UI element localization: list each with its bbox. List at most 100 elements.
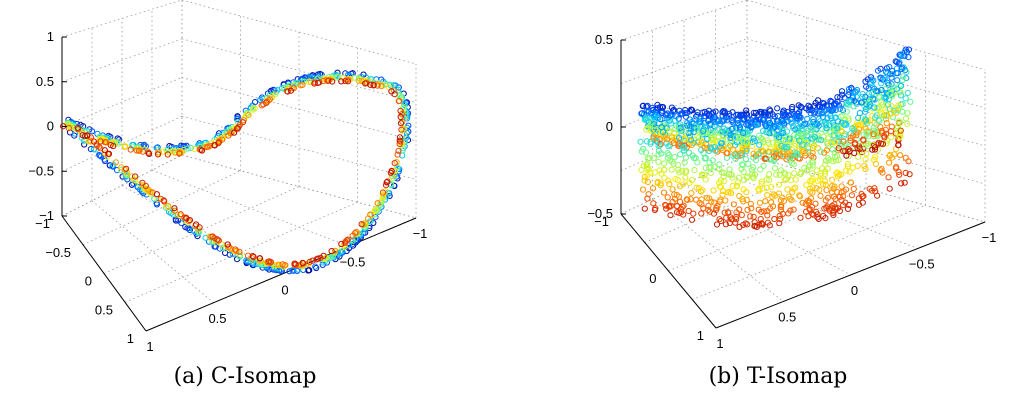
data-point xyxy=(876,94,883,101)
data-point xyxy=(817,192,824,199)
data-point xyxy=(748,123,755,130)
data-point xyxy=(801,135,808,142)
data-point xyxy=(750,173,757,180)
data-point xyxy=(819,126,826,133)
data-point xyxy=(225,132,232,139)
data-point xyxy=(836,207,844,215)
data-point xyxy=(860,136,867,143)
data-point xyxy=(672,113,680,120)
data-point xyxy=(644,164,651,171)
data-point xyxy=(121,166,128,173)
data-point xyxy=(844,161,852,168)
data-point xyxy=(861,162,868,169)
data-point xyxy=(669,134,676,141)
data-point xyxy=(681,159,688,166)
data-point xyxy=(719,187,727,194)
data-point xyxy=(656,167,663,174)
data-point xyxy=(739,162,747,169)
data-point xyxy=(878,86,885,94)
data-point xyxy=(809,184,816,191)
data-point xyxy=(768,183,775,190)
data-point xyxy=(799,199,806,206)
data-point xyxy=(756,141,763,148)
data-point xyxy=(793,112,800,120)
data-point xyxy=(763,155,770,162)
data-point xyxy=(251,105,258,112)
data-point xyxy=(729,118,736,125)
data-point xyxy=(74,124,81,132)
data-point xyxy=(90,146,98,153)
data-point xyxy=(788,119,795,126)
data-point xyxy=(833,170,840,177)
data-point xyxy=(260,101,267,108)
data-point xyxy=(676,134,683,142)
data-point xyxy=(694,126,701,133)
data-point xyxy=(740,143,747,150)
data-point xyxy=(804,127,812,134)
z-tick-label: 0.5 xyxy=(595,32,613,47)
data-point xyxy=(715,133,722,140)
data-point xyxy=(383,179,390,186)
x-tick-label: 0 xyxy=(851,283,858,298)
data-point xyxy=(716,216,723,223)
data-point xyxy=(78,126,85,133)
data-point xyxy=(759,136,766,143)
data-point xyxy=(689,152,696,159)
data-point xyxy=(710,210,718,217)
data-point xyxy=(300,260,307,267)
data-point xyxy=(809,162,816,169)
y-tick-label: −1 xyxy=(35,216,50,231)
data-point xyxy=(766,119,774,127)
data-point xyxy=(729,146,736,153)
data-point xyxy=(702,123,709,130)
data-point xyxy=(829,146,836,153)
data-point xyxy=(690,210,697,217)
data-point xyxy=(291,260,298,267)
z-tick-label: −0.5 xyxy=(28,163,54,178)
data-point xyxy=(883,130,890,137)
data-point xyxy=(743,107,750,114)
data-point xyxy=(862,117,870,124)
data-point xyxy=(787,207,794,214)
x-tick-label: −0.5 xyxy=(340,254,366,269)
data-point xyxy=(402,111,409,118)
data-point xyxy=(688,177,696,184)
data-point xyxy=(699,109,706,116)
data-point xyxy=(881,134,888,141)
data-point xyxy=(847,134,854,141)
data-point xyxy=(819,99,827,107)
data-point xyxy=(130,180,137,187)
data-point xyxy=(743,147,750,154)
data-point xyxy=(758,178,765,185)
data-point xyxy=(135,147,142,154)
data-point xyxy=(821,107,828,114)
z-tick-label: −1 xyxy=(39,208,54,223)
data-point xyxy=(245,112,252,119)
data-point xyxy=(653,135,660,142)
data-point xyxy=(666,181,673,188)
data-point xyxy=(682,174,689,181)
data-point xyxy=(777,216,784,223)
data-point xyxy=(250,253,257,261)
data-point xyxy=(171,207,178,214)
data-point xyxy=(902,95,909,102)
data-point xyxy=(719,191,726,198)
data-point xyxy=(711,143,718,151)
data-point xyxy=(643,107,650,114)
data-point xyxy=(309,257,316,264)
data-point xyxy=(791,170,798,177)
data-point xyxy=(720,173,727,180)
data-point xyxy=(867,101,874,108)
data-point xyxy=(716,161,723,168)
data-point xyxy=(744,139,751,146)
data-point xyxy=(367,81,374,88)
data-point xyxy=(776,220,783,227)
data-point xyxy=(346,244,353,251)
data-point xyxy=(781,143,788,151)
data-point xyxy=(224,241,231,248)
data-point xyxy=(846,201,853,209)
data-point xyxy=(720,125,728,132)
data-point xyxy=(128,173,136,180)
data-point xyxy=(643,103,650,110)
data-point xyxy=(145,149,152,157)
